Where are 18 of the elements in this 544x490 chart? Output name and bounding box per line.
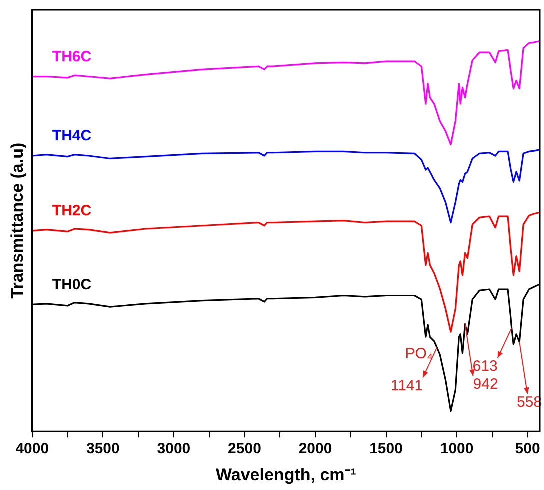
x-tick-label: 3000	[157, 440, 191, 458]
x-axis-title: Wavelength, cm⁻¹	[216, 465, 357, 484]
y-axis-title: Transmittance (a.u)	[8, 142, 27, 299]
x-tick-label: 1500	[370, 440, 403, 458]
x-tick-label: 500	[515, 440, 540, 458]
x-tick-label: 2500	[228, 440, 262, 458]
annotation: 1141	[390, 377, 424, 394]
series-label: TH6C	[52, 48, 92, 66]
series-label: TH4C	[52, 128, 92, 145]
series-label: TH0C	[52, 276, 92, 294]
x-tick-label: 4000	[16, 440, 50, 458]
x-tick-label: 3500	[86, 440, 120, 458]
annotation: 613	[472, 358, 498, 375]
x-tick-label: 2000	[298, 440, 332, 458]
annotation: 942	[473, 376, 498, 393]
annotation: PO₄	[405, 345, 434, 362]
series-label: TH2C	[52, 202, 92, 220]
x-tick-label: 1000	[440, 440, 474, 458]
